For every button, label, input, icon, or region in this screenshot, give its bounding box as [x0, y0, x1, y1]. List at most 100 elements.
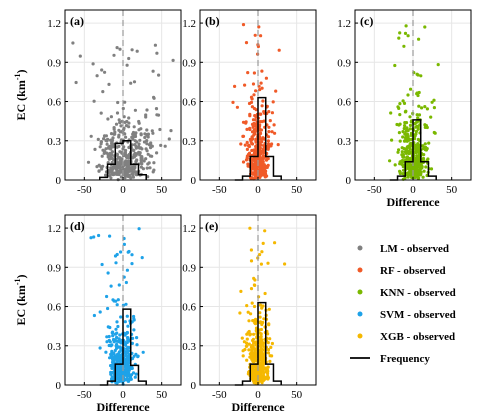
data-point: [266, 142, 271, 146]
data-point: [247, 319, 251, 323]
data-point: [400, 153, 404, 157]
data-point: [117, 350, 121, 354]
data-point: [112, 158, 116, 162]
data-point: [254, 358, 258, 363]
x-tick-label: -50: [77, 184, 92, 196]
data-point: [250, 357, 254, 361]
data-point: [258, 311, 262, 315]
data-point: [262, 375, 266, 379]
data-point: [116, 371, 120, 375]
data-point: [265, 174, 269, 178]
data-point: [113, 132, 117, 136]
data-point: [409, 141, 413, 145]
data-point: [106, 161, 110, 165]
data-point: [397, 106, 401, 110]
data-point: [124, 159, 128, 163]
x-axis-label: Difference: [96, 400, 150, 414]
data-point: [245, 304, 249, 308]
data-point: [112, 340, 116, 344]
data-point: [244, 344, 248, 348]
data-point: [155, 51, 159, 55]
data-point: [258, 158, 262, 162]
data-point: [127, 116, 131, 120]
data-point: [270, 130, 274, 134]
data-point: [409, 151, 413, 155]
data-point: [116, 166, 120, 170]
data-point: [417, 113, 422, 117]
data-point: [248, 114, 252, 118]
data-point: [109, 176, 113, 180]
data-point: [101, 90, 105, 94]
data-point: [111, 145, 115, 149]
legend-marker: [357, 333, 363, 339]
y-tick-label: 1.2: [47, 223, 61, 235]
data-point: [118, 333, 122, 337]
data-point: [95, 74, 99, 78]
legend-marker: [357, 311, 363, 317]
data-point: [251, 319, 255, 323]
data-point: [268, 119, 272, 123]
data-point: [123, 151, 127, 155]
data-point: [252, 304, 257, 309]
data-point: [393, 163, 397, 167]
data-point: [132, 80, 137, 84]
y-tick-label: 0.6: [337, 97, 351, 109]
y-tick-label: 0.3: [337, 136, 351, 148]
y-tick-label: 0: [56, 175, 62, 187]
data-point: [433, 131, 437, 135]
data-point: [117, 379, 122, 384]
data-point: [125, 331, 129, 335]
data-point: [253, 33, 257, 37]
data-point: [151, 131, 155, 135]
data-point: [109, 372, 113, 376]
data-point: [245, 358, 249, 362]
y-axis-label: EC (km-1): [13, 69, 28, 120]
data-point: [104, 173, 108, 177]
data-point: [119, 355, 123, 360]
data-point: [117, 172, 121, 177]
x-tick-label: -50: [212, 184, 227, 196]
data-point: [113, 354, 117, 358]
data-point: [252, 71, 256, 75]
data-point: [71, 41, 75, 45]
x-tick-label: 0: [410, 184, 416, 196]
data-point: [132, 125, 136, 129]
data-point: [267, 323, 271, 327]
data-point: [247, 342, 251, 346]
data-point: [145, 149, 149, 153]
data-point: [156, 113, 161, 117]
data-point: [249, 287, 254, 291]
panel-a: -50 0 50 0 0.3 0.6 0.9 1.2 (a) EC (km-1): [13, 9, 182, 196]
legend-entry: SVM - observed: [380, 309, 456, 321]
panel-label: (d): [70, 219, 85, 233]
data-point: [241, 23, 246, 27]
y-axis-label-unit: (km: [14, 80, 28, 101]
data-point: [261, 160, 265, 164]
data-point: [114, 327, 118, 331]
data-point: [253, 321, 257, 325]
data-point: [114, 357, 118, 361]
data-point: [270, 111, 274, 115]
data-point: [133, 154, 137, 158]
data-point: [252, 332, 256, 336]
data-point: [422, 169, 426, 173]
data-point: [424, 165, 428, 169]
data-point: [140, 256, 144, 260]
x-tick-label: 50: [156, 184, 168, 196]
scatter-points: [388, 24, 440, 181]
data-point: [86, 160, 91, 164]
panel-label: (e): [205, 219, 218, 233]
data-point: [249, 100, 254, 104]
data-point: [393, 63, 397, 68]
data-point: [115, 373, 120, 377]
data-point: [118, 371, 122, 375]
data-point: [128, 175, 132, 179]
frequency-histogram: [389, 119, 437, 181]
data-point: [115, 331, 119, 335]
data-point: [128, 169, 133, 173]
data-point: [104, 147, 108, 151]
data-point: [259, 365, 263, 369]
data-point: [262, 163, 266, 167]
data-point: [250, 148, 254, 153]
